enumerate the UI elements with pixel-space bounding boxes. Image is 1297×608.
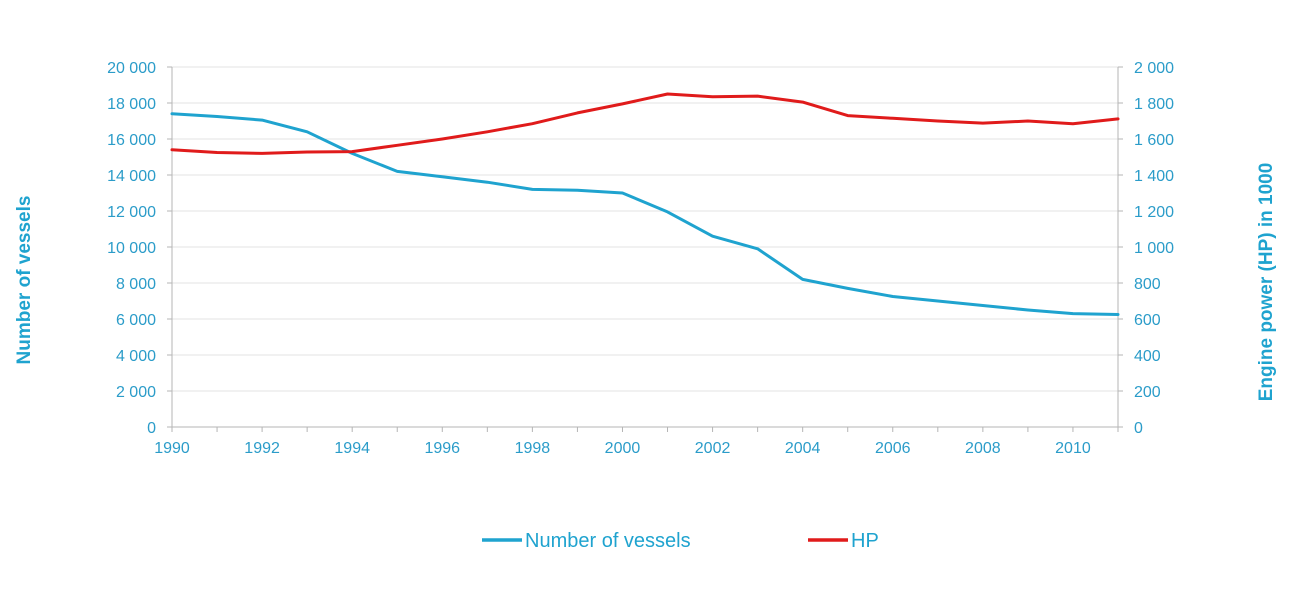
left-y-tick-label: 6 000 — [116, 312, 156, 329]
right-y-axis-title: Engine power (HP) in 1000 — [1256, 163, 1277, 402]
x-tick-label: 2006 — [875, 440, 911, 457]
gridlines — [172, 66, 1118, 392]
x-tick-label: 1994 — [334, 440, 370, 457]
right-y-tick-label: 400 — [1134, 348, 1161, 365]
left-y-tick-label: 20 000 — [107, 60, 156, 77]
vessels-series-line — [170, 112, 1120, 316]
x-tick-label: 2000 — [605, 440, 641, 457]
right-y-tick-label: 0 — [1134, 420, 1143, 437]
x-tick-label: 1996 — [424, 440, 460, 457]
left-y-tick-label: 8 000 — [116, 276, 156, 293]
left-y-tick-label: 4 000 — [116, 348, 156, 365]
series-lines — [170, 92, 1120, 316]
right-y-tick-label: 1 600 — [1134, 132, 1174, 149]
left-y-tick-label: 16 000 — [107, 132, 156, 149]
right-y-tick-label: 600 — [1134, 312, 1161, 329]
legend-label-hp: HP — [851, 530, 879, 552]
left-y-tick-label: 12 000 — [107, 204, 156, 221]
left-y-ticks: 0 2 000 4 000 6 000 8 000 10 000 12 000 14 000 1… — [107, 60, 156, 437]
x-tick-label: 2010 — [1055, 440, 1091, 457]
right-y-ticks: 0 200 400 600 800 1 000 1 200 1 400 1 600 1 800 2 … — [1134, 60, 1174, 437]
right-y-tick-label: 1 800 — [1134, 96, 1174, 113]
left-y-tick-label: 2 000 — [116, 384, 156, 401]
legend-label-vessels: Number of vessels — [525, 530, 691, 552]
right-y-tick-label: 2 000 — [1134, 60, 1174, 77]
x-tick-label: 1992 — [244, 440, 280, 457]
right-y-tick-label: 800 — [1134, 276, 1161, 293]
left-y-axis-title: Number of vessels — [14, 196, 35, 365]
axes — [167, 66, 1123, 432]
left-y-tick-label: 14 000 — [107, 168, 156, 185]
x-tick-label: 2004 — [785, 440, 821, 457]
x-tick-label: 2008 — [965, 440, 1001, 457]
x-tick-label: 2002 — [695, 440, 731, 457]
x-tick-label: 1990 — [154, 440, 190, 457]
x-tick-label: 1998 — [515, 440, 551, 457]
right-y-tick-label: 1 400 — [1134, 168, 1174, 185]
left-y-tick-label: 0 — [147, 420, 156, 437]
right-y-tick-label: 200 — [1134, 384, 1161, 401]
x-axis-ticks: 1990 1992 1994 1996 1998 2000 2002 2004 2006 2008… — [154, 440, 1091, 457]
left-y-tick-label: 18 000 — [107, 96, 156, 113]
right-y-tick-label: 1 200 — [1134, 204, 1174, 221]
legend: Number of vessels HP — [482, 530, 879, 552]
hp-series-line — [170, 92, 1120, 155]
left-y-tick-label: 10 000 — [107, 240, 156, 257]
right-y-tick-label: 1 000 — [1134, 240, 1174, 257]
